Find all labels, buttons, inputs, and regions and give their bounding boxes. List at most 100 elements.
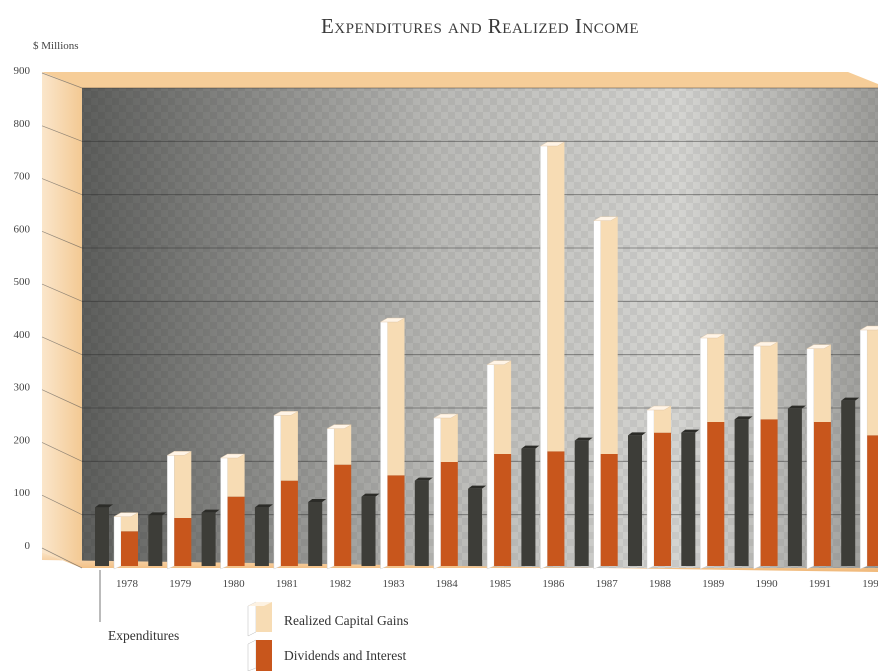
bar-income-top: [486, 360, 512, 365]
x-tick-label: 1989: [702, 578, 725, 590]
gridline-side: [41, 389, 83, 409]
bar-dividends: [174, 518, 192, 566]
x-tick-label: 1979: [169, 578, 192, 590]
x-tick-label: 1982: [329, 578, 351, 590]
bar-dividends: [600, 454, 618, 566]
bar-income-top: [433, 413, 459, 419]
bar-expenditures: [201, 512, 216, 566]
bar-expenditures: [361, 496, 376, 566]
bar-income-top: [752, 341, 779, 347]
gridline-side: [41, 442, 83, 462]
bar-income-side: [860, 325, 868, 570]
bar-income-side: [700, 333, 708, 570]
gridline-side: [41, 283, 83, 302]
x-tick-label: 1983: [383, 578, 406, 590]
bar-expenditures: [95, 507, 109, 566]
x-tick-label: 1985: [489, 578, 512, 590]
bar-dividends: [387, 475, 405, 566]
bar-capital-gains: [334, 424, 352, 465]
bar-income-side: [327, 424, 335, 570]
bar-income-side: [593, 216, 601, 570]
bar-income-side: [273, 410, 282, 570]
x-tick-label: 1980: [223, 578, 246, 590]
bar-income-top: [379, 317, 406, 323]
y-tick-label: 400: [14, 329, 31, 341]
bar-expenditures-top: [361, 493, 380, 497]
bar-expenditures: [254, 507, 269, 566]
bar-dividends: [813, 422, 831, 566]
bar-group-1989: [681, 333, 726, 570]
bar-group-1990: [734, 341, 779, 570]
bar-capital-gains: [867, 326, 878, 436]
bar-expenditures: [414, 480, 429, 566]
bar-expenditures-top: [734, 416, 753, 420]
y-tick-label: 500: [14, 276, 31, 288]
bar-expenditures: [468, 488, 483, 566]
bar-income-top: [326, 424, 352, 429]
bar-expenditures: [841, 400, 856, 566]
bar-expenditures: [628, 435, 642, 566]
bar-dividends: [760, 419, 778, 566]
y-tick-label: 300: [14, 382, 31, 394]
bar-dividends: [227, 496, 245, 566]
gridline-side: [41, 336, 83, 355]
bar-dividends: [654, 432, 671, 566]
bar-capital-gains: [227, 454, 245, 497]
bar-dividends: [494, 454, 512, 566]
bar-capital-gains: [280, 411, 298, 481]
y-tick-label: 200: [14, 434, 31, 446]
bar-dividends: [707, 422, 725, 566]
bar-capital-gains: [600, 216, 618, 454]
floor: [42, 552, 878, 572]
bar-group-1979: [148, 450, 193, 570]
x-tick-label: 1986: [542, 578, 565, 590]
gridline-side: [41, 72, 83, 89]
bar-expenditures-top: [521, 445, 540, 449]
y-tick-label: 100: [14, 487, 31, 499]
bar-income-side: [433, 413, 441, 570]
gridline-side: [41, 231, 83, 249]
bar-dividends: [440, 462, 458, 566]
bar-expenditures-top: [574, 437, 593, 441]
bar-income-top: [539, 141, 566, 147]
bar-income-side: [540, 141, 548, 570]
bars: [95, 141, 878, 570]
bar-income-top: [806, 344, 832, 349]
bar-group-1980: [201, 453, 246, 570]
bar-capital-gains: [760, 342, 778, 420]
bar-expenditures-top: [414, 477, 433, 481]
x-tick-label: 1992: [862, 578, 878, 590]
bar-capital-gains: [174, 451, 192, 518]
bar-group-1992: [841, 325, 878, 570]
gridline-side: [41, 178, 83, 195]
bar-expenditures-top: [468, 485, 487, 489]
bar-group-1986: [521, 141, 566, 570]
bar-income-top: [273, 411, 299, 416]
bar-income-top: [646, 405, 672, 411]
bar-dividends: [547, 451, 565, 566]
y-axis-ticks: 0 100 200 300 400 500 600 700 800 900: [14, 65, 31, 552]
legend-swatch-dividends: [247, 639, 272, 671]
bar-group-1988: [628, 405, 672, 570]
legend: Expenditures Realized Capital Gains Divi…: [99, 570, 408, 671]
bar-income-top: [113, 512, 139, 517]
bar-expenditures: [308, 502, 323, 566]
bar-income-top: [592, 216, 619, 221]
legend-swatch-capital-gains: [247, 601, 272, 637]
bar-income-side: [486, 360, 495, 570]
y-tick-label: 900: [14, 65, 31, 77]
x-tick-label: 1990: [756, 578, 779, 590]
bar-group-1987: [574, 216, 619, 570]
bar-capital-gains: [440, 414, 458, 462]
bar-expenditures: [681, 432, 696, 566]
y-tick-label: 800: [14, 118, 31, 130]
gridline-side: [41, 547, 83, 569]
bar-capital-gains: [813, 344, 831, 422]
x-tick-label: 1991: [809, 578, 831, 590]
bar-expenditures: [574, 440, 589, 566]
bar-group-1982: [308, 424, 352, 570]
bar-expenditures-top: [308, 499, 327, 502]
bar-expenditures-top: [201, 509, 220, 513]
bar-expenditures-top: [254, 504, 273, 508]
bar-expenditures-top: [148, 512, 167, 516]
